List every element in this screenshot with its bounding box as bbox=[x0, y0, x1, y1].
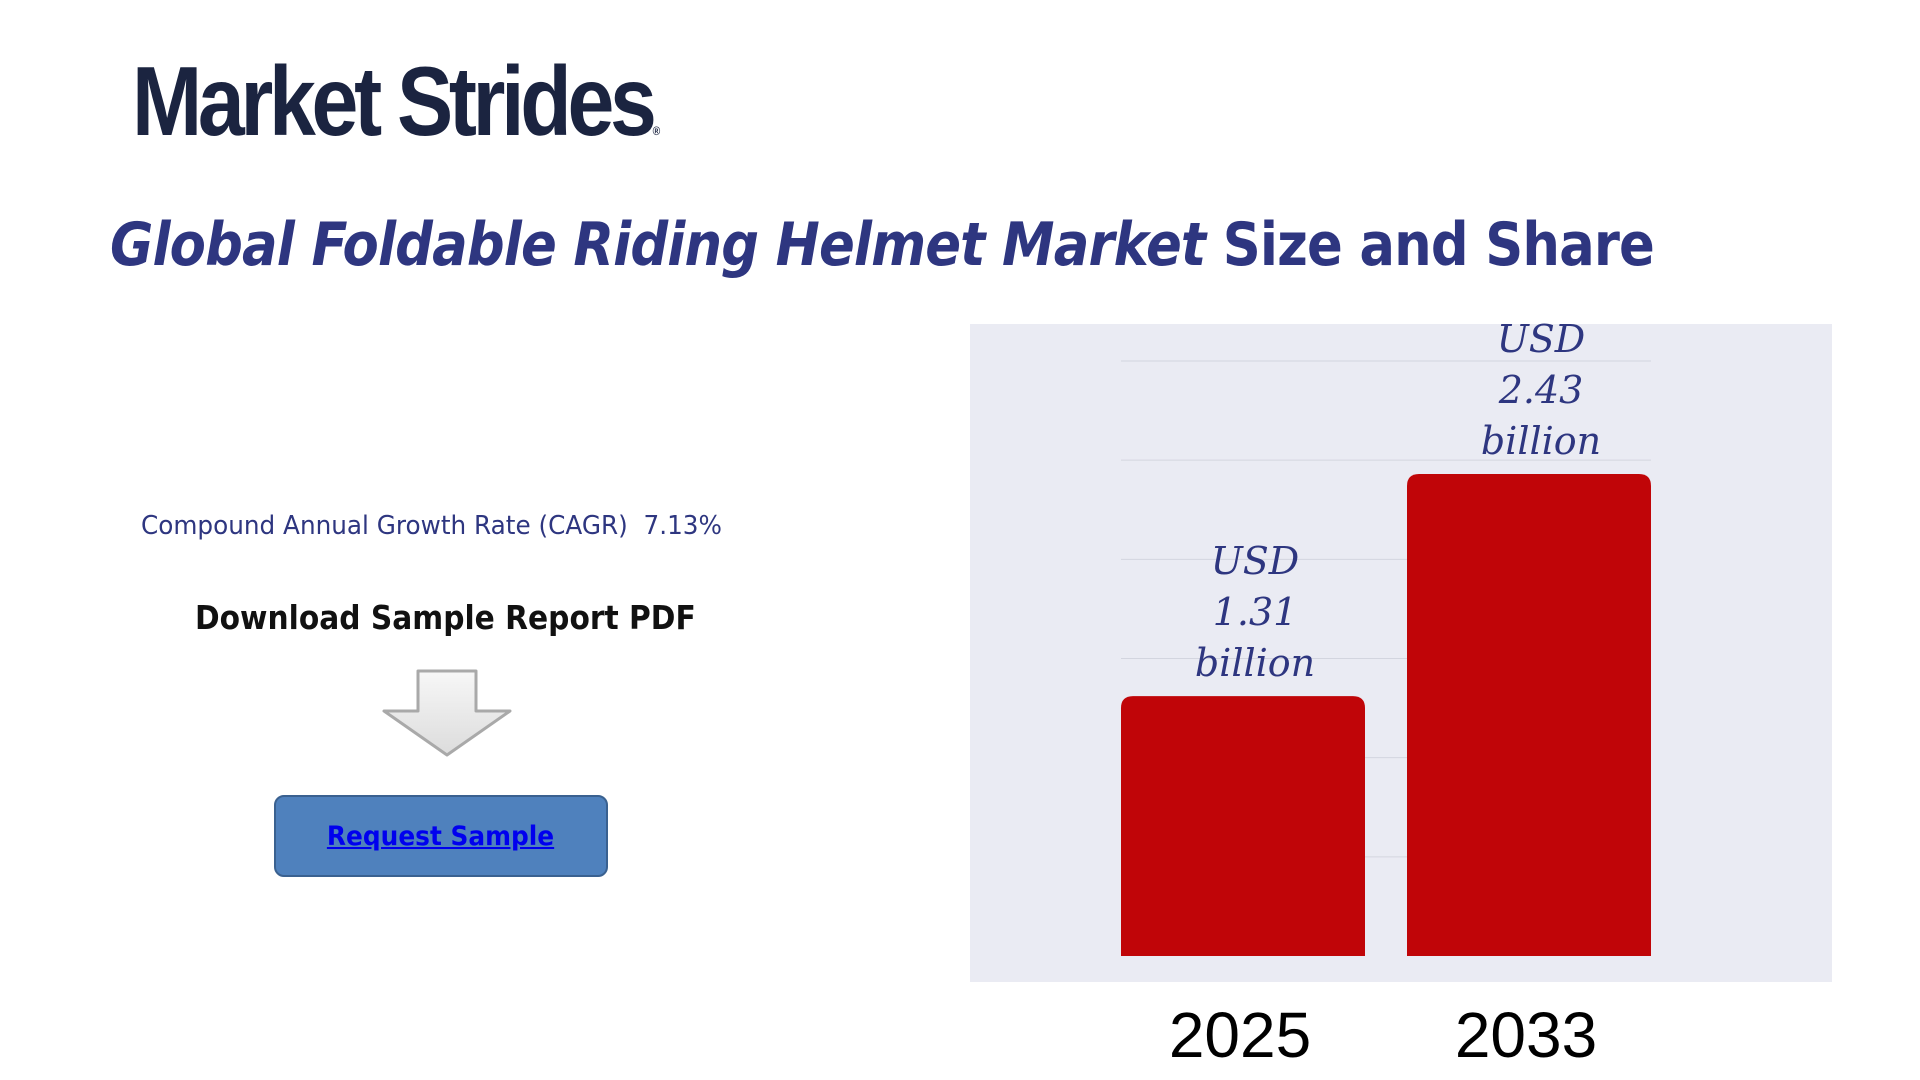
page-title-italic: Global Foldable Riding Helmet Market bbox=[110, 210, 1206, 280]
cagr-label: Compound Annual Growth Rate (CAGR) bbox=[141, 511, 628, 541]
down-arrow-icon bbox=[382, 669, 512, 757]
data-label: 1.31 bbox=[1213, 590, 1298, 634]
data-label: billion bbox=[1195, 641, 1315, 685]
brand-logo: Market Strides® bbox=[132, 46, 661, 156]
page-title-plain: Size and Share bbox=[1205, 210, 1655, 280]
download-heading: Download Sample Report PDF bbox=[195, 598, 696, 637]
bar-2033 bbox=[1407, 474, 1651, 956]
registered-mark: ® bbox=[652, 124, 661, 138]
cagr-text: Compound Annual Growth Rate (CAGR) 7.13% bbox=[141, 511, 722, 541]
data-label: USD bbox=[1211, 539, 1300, 583]
x-tick-label: 2033 bbox=[1455, 999, 1597, 1071]
page-title: Global Foldable Riding Helmet Market Siz… bbox=[110, 210, 1655, 280]
chart-background bbox=[970, 324, 1832, 982]
data-label: billion bbox=[1481, 419, 1601, 463]
x-tick-label: 2025 bbox=[1169, 999, 1311, 1071]
request-sample-link[interactable]: Request Sample bbox=[327, 820, 555, 852]
request-sample-button[interactable]: Request Sample bbox=[274, 795, 608, 877]
data-label: USD bbox=[1497, 317, 1586, 361]
brand-name: Market Strides bbox=[132, 46, 657, 156]
bar-2025 bbox=[1121, 696, 1365, 956]
data-label: 2.43 bbox=[1498, 368, 1584, 412]
cagr-value: 7.13% bbox=[643, 511, 722, 541]
